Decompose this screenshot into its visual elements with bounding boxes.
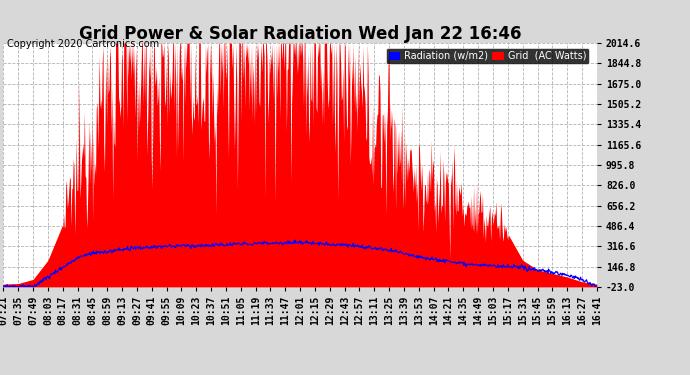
Title: Grid Power & Solar Radiation Wed Jan 22 16:46: Grid Power & Solar Radiation Wed Jan 22 … [79, 25, 522, 43]
Text: Copyright 2020 Cartronics.com: Copyright 2020 Cartronics.com [7, 39, 159, 50]
Legend: Radiation (w/m2), Grid  (AC Watts): Radiation (w/m2), Grid (AC Watts) [386, 48, 589, 64]
